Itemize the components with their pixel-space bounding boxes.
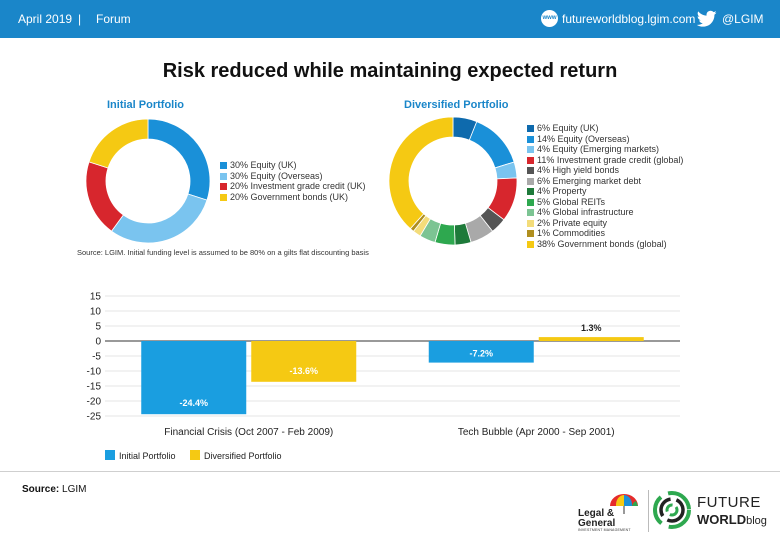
- diversified-legend-label: 4% High yield bonds: [537, 165, 620, 175]
- source-value: LGIM: [62, 484, 87, 495]
- bar-initial-1: [428, 341, 534, 363]
- bar-initial-0: [141, 341, 247, 415]
- logo-divider: [648, 490, 649, 532]
- future-world-logo-line1: FUTURE: [697, 494, 761, 511]
- category-label: Tech Bubble (Apr 2000 - Sep 2001): [458, 427, 615, 438]
- bar-data-label: -13.6%: [289, 366, 318, 376]
- bar-chart: 15 10 5 0 -5 -10 -15 -20 -25 -24.4% -13.6% Financia…: [87, 292, 680, 461]
- pie-chart-diversified: [388, 116, 518, 246]
- diversified-legend-label: 14% Equity (Overseas): [537, 133, 630, 144]
- diversified-legend-swatch: [527, 209, 534, 216]
- diversified-legend-swatch: [527, 167, 534, 174]
- y-tick-label: -5: [92, 352, 101, 363]
- initial-legend-swatch: [220, 162, 227, 169]
- diversified-legend-swatch: [527, 240, 534, 248]
- y-tick-label: 5: [95, 322, 101, 333]
- diversified-legend-swatch: [527, 125, 534, 132]
- page-source: Source: LGIM: [22, 484, 86, 495]
- pie-title-diversified: Diversified Portfolio: [404, 99, 509, 111]
- diversified-legend-swatch: [527, 188, 534, 195]
- y-tick-label: -15: [87, 382, 102, 393]
- legal-general-umbrella-icon: [610, 494, 638, 514]
- future-world-ring-icon: [653, 491, 691, 529]
- diversified-legend-label: 11% Investment grade credit (global): [537, 154, 684, 165]
- header-site-link[interactable]: futureworldblog.lgim.com: [562, 12, 696, 26]
- pie-diversified-slice-11: [388, 116, 454, 230]
- y-tick-label: -25: [87, 412, 102, 423]
- bar-diversified-0: [251, 341, 357, 382]
- y-tick-label: 10: [90, 307, 102, 318]
- header-twitter-handle[interactable]: @LGIM: [722, 12, 764, 26]
- diversified-legend-swatch: [527, 146, 534, 153]
- y-tick-label: -20: [87, 397, 102, 408]
- lg-name-line1: Legal &: [578, 508, 615, 519]
- initial-legend-swatch: [220, 193, 227, 201]
- initial-legend-label: 30% Equity (UK): [230, 160, 297, 170]
- diversified-legend-swatch: [527, 156, 534, 164]
- initial-legend-swatch: [220, 183, 227, 190]
- diversified-legend-label: 6% Emerging market debt: [537, 175, 642, 186]
- footer-divider: [0, 471, 780, 472]
- pie-initial-slice-1: [110, 193, 208, 244]
- legal-general-logo-text: Legal & General: [578, 509, 615, 529]
- diversified-legend-label: 2% Private equity: [537, 217, 608, 228]
- diversified-legend-label: 1% Commodities: [537, 228, 606, 238]
- twitter-bird-icon[interactable]: [697, 10, 717, 28]
- bar-legend-swatch: [105, 450, 115, 460]
- header-date: April 2019: [18, 12, 73, 26]
- diversified-legend-label: 4% Equity (Emerging markets): [537, 144, 660, 154]
- pie-source-note: Source: LGIM. Initial funding level is a…: [77, 248, 369, 257]
- fw-blog-text: blog: [746, 515, 767, 527]
- initial-legend-label: 20% Investment grade credit (UK): [230, 181, 366, 191]
- bar-legend-label: Diversified Portfolio: [204, 451, 282, 461]
- header-separator: |: [78, 12, 82, 26]
- bar-data-label: 1.3%: [581, 323, 602, 333]
- chart-title: Risk reduced while maintaining expected …: [162, 60, 618, 82]
- pie-initial-slice-2: [85, 161, 124, 232]
- diversified-legend-swatch: [527, 135, 534, 143]
- pie-title-initial: Initial Portfolio: [107, 99, 184, 111]
- y-tick-label: 15: [90, 292, 102, 303]
- diversified-legend-swatch: [527, 219, 534, 227]
- diversified-legend-label: 4% Property: [537, 186, 587, 196]
- y-tick-label: -10: [87, 367, 102, 378]
- category-label: Financial Crisis (Oct 2007 - Feb 2009): [164, 427, 333, 438]
- diversified-legend-label: 4% Global infrastructure: [537, 207, 634, 217]
- diversified-legend-label: 5% Global REITs: [537, 196, 606, 207]
- source-label: Source:: [22, 484, 60, 495]
- globe-www-icon: www: [541, 10, 558, 27]
- bar-data-label: -7.2%: [469, 349, 493, 359]
- initial-legend-label: 30% Equity (Overseas): [230, 170, 323, 181]
- pie-chart-initial: [85, 118, 211, 244]
- bar-diversified-1: [538, 337, 644, 341]
- future-world-logo-line2: WORLDblog: [697, 512, 767, 527]
- bar-legend-label: Initial Portfolio: [119, 451, 176, 461]
- diversified-legend-label: 38% Government bonds (global): [537, 238, 667, 249]
- diversified-legend-swatch: [527, 230, 534, 237]
- pie-initial-slice-3: [88, 118, 149, 169]
- initial-legend-swatch: [220, 172, 227, 180]
- initial-legend-label: 20% Government bonds (UK): [230, 191, 349, 202]
- fw-world-text: WORLD: [697, 512, 747, 527]
- diversified-legend-swatch: [527, 198, 534, 206]
- pie-diversified-slice-1: [468, 121, 515, 169]
- diversified-legend-label: 6% Equity (UK): [537, 123, 599, 133]
- y-tick-label: 0: [95, 337, 101, 348]
- legal-general-subtitle: INVESTMENT MANAGEMENT: [578, 528, 631, 532]
- header-section-link[interactable]: Forum: [96, 12, 131, 26]
- bar-data-label: -24.4%: [179, 398, 208, 408]
- diversified-legend-swatch: [527, 177, 534, 185]
- bar-legend-swatch: [190, 450, 200, 460]
- pie-initial-slice-0: [147, 118, 211, 201]
- lg-name-line2: General: [578, 518, 616, 529]
- header-bar: April 2019 | Forum www futureworldblog.l…: [0, 0, 780, 38]
